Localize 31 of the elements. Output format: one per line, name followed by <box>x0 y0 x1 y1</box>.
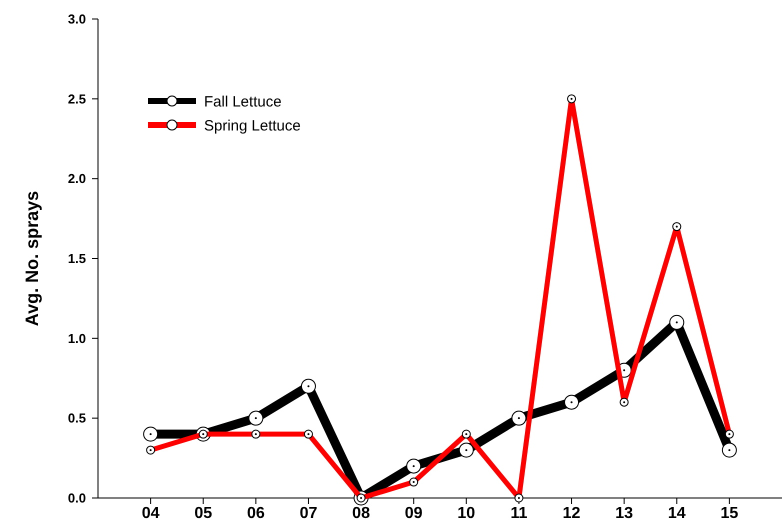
legend-label: Spring Lettuce <box>204 117 301 134</box>
x-tick-label: 12 <box>562 505 581 522</box>
x-tick-label: 13 <box>615 505 634 522</box>
x-tick-label: 09 <box>404 505 423 522</box>
point <box>300 378 316 394</box>
x-tick-label: 11 <box>510 505 528 522</box>
point <box>143 426 158 442</box>
x-tick-label: 05 <box>194 505 212 522</box>
y-tick-label: 3.0 <box>68 12 86 27</box>
x-tick-label: 14 <box>668 505 686 522</box>
point <box>564 394 580 410</box>
point <box>458 442 474 458</box>
y-tick-label: 2.0 <box>68 171 86 186</box>
x-tick-label: 15 <box>720 505 738 522</box>
y-tick-label: 1.5 <box>68 251 86 266</box>
y-tick-label: 1.0 <box>68 330 86 346</box>
x-tick-label: 06 <box>246 505 265 522</box>
y-tick-label: 0.0 <box>68 490 86 506</box>
legend-label: Fall Lettuce <box>204 93 282 110</box>
point <box>669 314 684 330</box>
x-tick-label: 07 <box>300 505 318 522</box>
x-tick-label: 10 <box>457 505 476 522</box>
point <box>248 410 264 426</box>
x-tick-label: 04 <box>142 505 160 522</box>
y-tick-label: 0.5 <box>68 410 86 426</box>
point <box>722 442 737 458</box>
point <box>406 458 422 474</box>
point <box>511 410 526 426</box>
y-axis-title: Avg. No. sprays <box>22 190 42 326</box>
y-tick-label: 2.5 <box>68 91 86 106</box>
x-tick-label: 08 <box>352 505 370 522</box>
